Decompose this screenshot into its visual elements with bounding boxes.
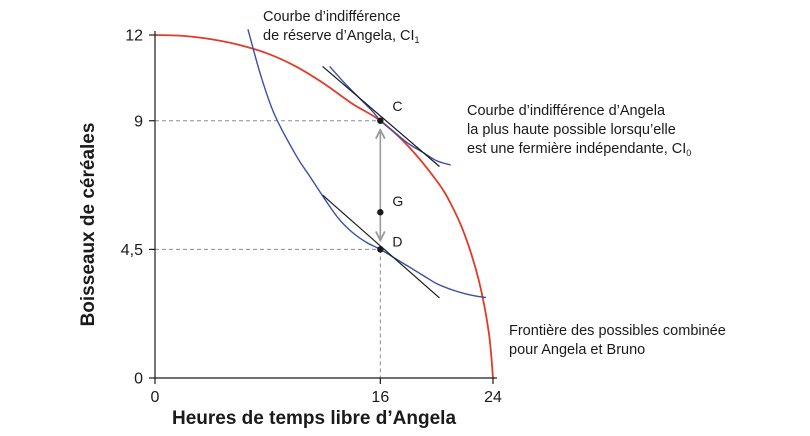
annotation-frontier-line2: pour Angela et Bruno — [509, 342, 646, 358]
curves — [154, 29, 494, 379]
axes: 0 4,5 9 12 0 16 24 — [121, 28, 502, 407]
y-tick-label: 12 — [125, 28, 143, 45]
y-tick-label: 0 — [134, 371, 143, 388]
point-d — [377, 246, 384, 253]
point-c — [377, 117, 384, 124]
curve-CI1 — [247, 29, 487, 299]
tangent-at-c — [322, 65, 440, 167]
point-g — [377, 209, 384, 216]
y-axis-title: Boisseaux de céréales — [78, 123, 99, 327]
x-tick-label: 0 — [151, 389, 160, 406]
guide-lines — [155, 120, 381, 378]
annotation-ci1: Courbe d’indifférence de réserve d’Angel… — [263, 8, 420, 50]
annotation-ci0-line2: la plus haute possible lorsqu’elle — [467, 122, 676, 138]
y-tick-label: 4,5 — [121, 242, 143, 259]
point-label-c: C — [392, 98, 402, 114]
annotation-frontier-line1: Frontière des possibles combinée — [509, 323, 726, 339]
point-label-d: D — [392, 233, 402, 249]
y-tick-label: 9 — [134, 113, 143, 130]
annotation-ci0: Courbe d’indifférence d’Angela la plus h… — [467, 102, 691, 163]
curve-CI0 — [329, 65, 451, 166]
points: C G D — [377, 98, 403, 253]
x-tick-label: 24 — [484, 389, 502, 406]
annotation-ci0-line3: est une fermière indépendante, CI0 — [467, 141, 692, 158]
annotation-ci1-line1: Courbe d’indifférence — [263, 9, 401, 25]
curve-frontier — [154, 34, 494, 379]
x-axis-title: Heures de temps libre d’Angela — [172, 408, 456, 429]
point-label-g: G — [392, 193, 403, 209]
annotation-ci1-line2: de réserve d’Angela, CI1 — [263, 28, 420, 45]
x-tick-label: 16 — [371, 389, 389, 406]
annotation-frontier: Frontière des possibles combinée pour An… — [509, 322, 726, 360]
annotation-ci0-line1: Courbe d’indifférence d’Angela — [467, 103, 666, 119]
